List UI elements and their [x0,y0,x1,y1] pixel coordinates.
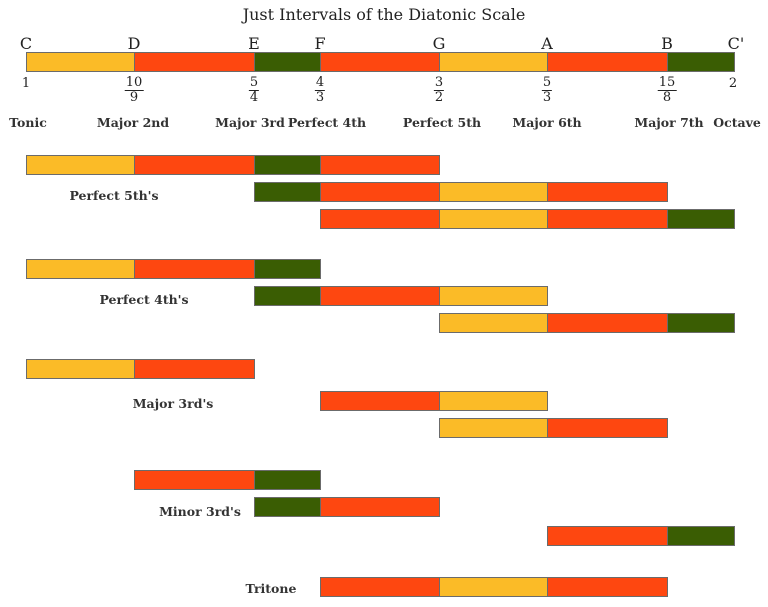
interval-bar-2-2-step-3 [439,286,548,306]
interval-name-5: Perfect 5th [402,115,482,130]
interval-bar-4-3-step-2 [667,526,735,546]
diagram-title: Just Intervals of the Diatonic Scale [242,5,526,24]
note-label-6: A [541,34,553,53]
scale-bar-step-3 [254,52,321,72]
interval-name-6: Major 6th [512,115,582,130]
interval-bar-3-3-step-2 [547,418,668,438]
ratio-numerator: 4 [314,75,326,91]
ratio-fraction: 15 8 [657,75,677,105]
interval-bar-1-3-step-1 [320,209,440,229]
interval-bar-4-2-step-1 [254,497,321,517]
interval-name-4: Perfect 4th [287,115,367,130]
interval-bar-1-2-step-4 [547,182,668,202]
group-label: Perfect 4th's [99,292,189,307]
note-label-5: G [432,34,446,53]
interval-bar-4-3-step-1 [547,526,668,546]
interval-bar-1-1-step-4 [320,155,440,175]
interval-bar-3-2-step-2 [439,391,548,411]
ratio-value: 1 [21,76,31,91]
interval-name-3: Major 3rd [215,115,285,130]
interval-bar-4-2-step-2 [320,497,440,517]
interval-bar-3-3-step-1 [439,418,548,438]
interval-bar-1-3-step-3 [547,209,668,229]
note-label-8: C' [727,34,745,53]
interval-bar-2-3-step-2 [547,313,668,333]
group-label: Major 3rd's [132,396,214,411]
interval-bar-3-2-step-1 [320,391,440,411]
interval-bar-1-2-step-3 [439,182,548,202]
ratio-numerator: 5 [541,75,553,91]
note-label-3: E [248,34,260,53]
interval-bar-2-1-step-2 [134,259,255,279]
note-label-2: D [127,34,141,53]
note-label-1: C [19,34,33,53]
ratio-numerator: 3 [433,75,445,91]
interval-bar-2-1-step-1 [26,259,135,279]
ratio-denominator: 3 [542,90,552,105]
ratio-denominator: 2 [434,90,444,105]
ratio-fraction: 10 9 [124,75,144,105]
scale-bar-step-5 [439,52,548,72]
interval-name-8: Octave [713,115,761,130]
interval-bar-1-1-step-1 [26,155,135,175]
interval-bar-2-1-step-3 [254,259,321,279]
group-label: Minor 3rd's [159,504,241,519]
scale-bar-step-4 [320,52,440,72]
note-label-4: F [314,34,326,53]
interval-bar-2-2-step-1 [254,286,321,306]
interval-bar-3-1-step-2 [134,359,255,379]
interval-bar-2-2-step-2 [320,286,440,306]
interval-bar-3-1-step-1 [26,359,135,379]
ratio-numerator: 5 [248,75,260,91]
interval-bar-1-3-step-2 [439,209,548,229]
scale-bar-step-1 [26,52,135,72]
interval-bar-1-1-step-2 [134,155,255,175]
interval-bar-4-1-step-1 [134,470,255,490]
interval-name-7: Major 7th [634,115,704,130]
ratio-value: 2 [728,76,738,91]
note-label-7: B [661,34,673,53]
interval-bar-5-1-step-3 [547,577,668,597]
interval-bar-2-3-step-1 [439,313,548,333]
scale-bar-step-6 [547,52,668,72]
ratio-numerator: 10 [124,75,144,91]
ratio-denominator: 4 [249,90,259,105]
ratio-denominator: 3 [315,90,325,105]
group-label: Tritone [245,581,297,596]
interval-name-2: Major 2nd [96,115,170,130]
interval-bar-5-1-step-1 [320,577,440,597]
interval-bar-1-2-step-1 [254,182,321,202]
interval-bar-2-3-step-3 [667,313,735,333]
ratio-denominator: 8 [662,90,672,105]
scale-bar-step-2 [134,52,255,72]
interval-bar-1-3-step-4 [667,209,735,229]
interval-bar-1-2-step-2 [320,182,440,202]
interval-bar-1-1-step-3 [254,155,321,175]
ratio-denominator: 9 [129,90,139,105]
interval-bar-4-1-step-2 [254,470,321,490]
group-label: Perfect 5th's [69,188,159,203]
interval-name-1: Tonic [9,115,47,130]
ratio-numerator: 15 [657,75,677,91]
interval-bar-5-1-step-2 [439,577,548,597]
scale-bar-step-7 [667,52,735,72]
